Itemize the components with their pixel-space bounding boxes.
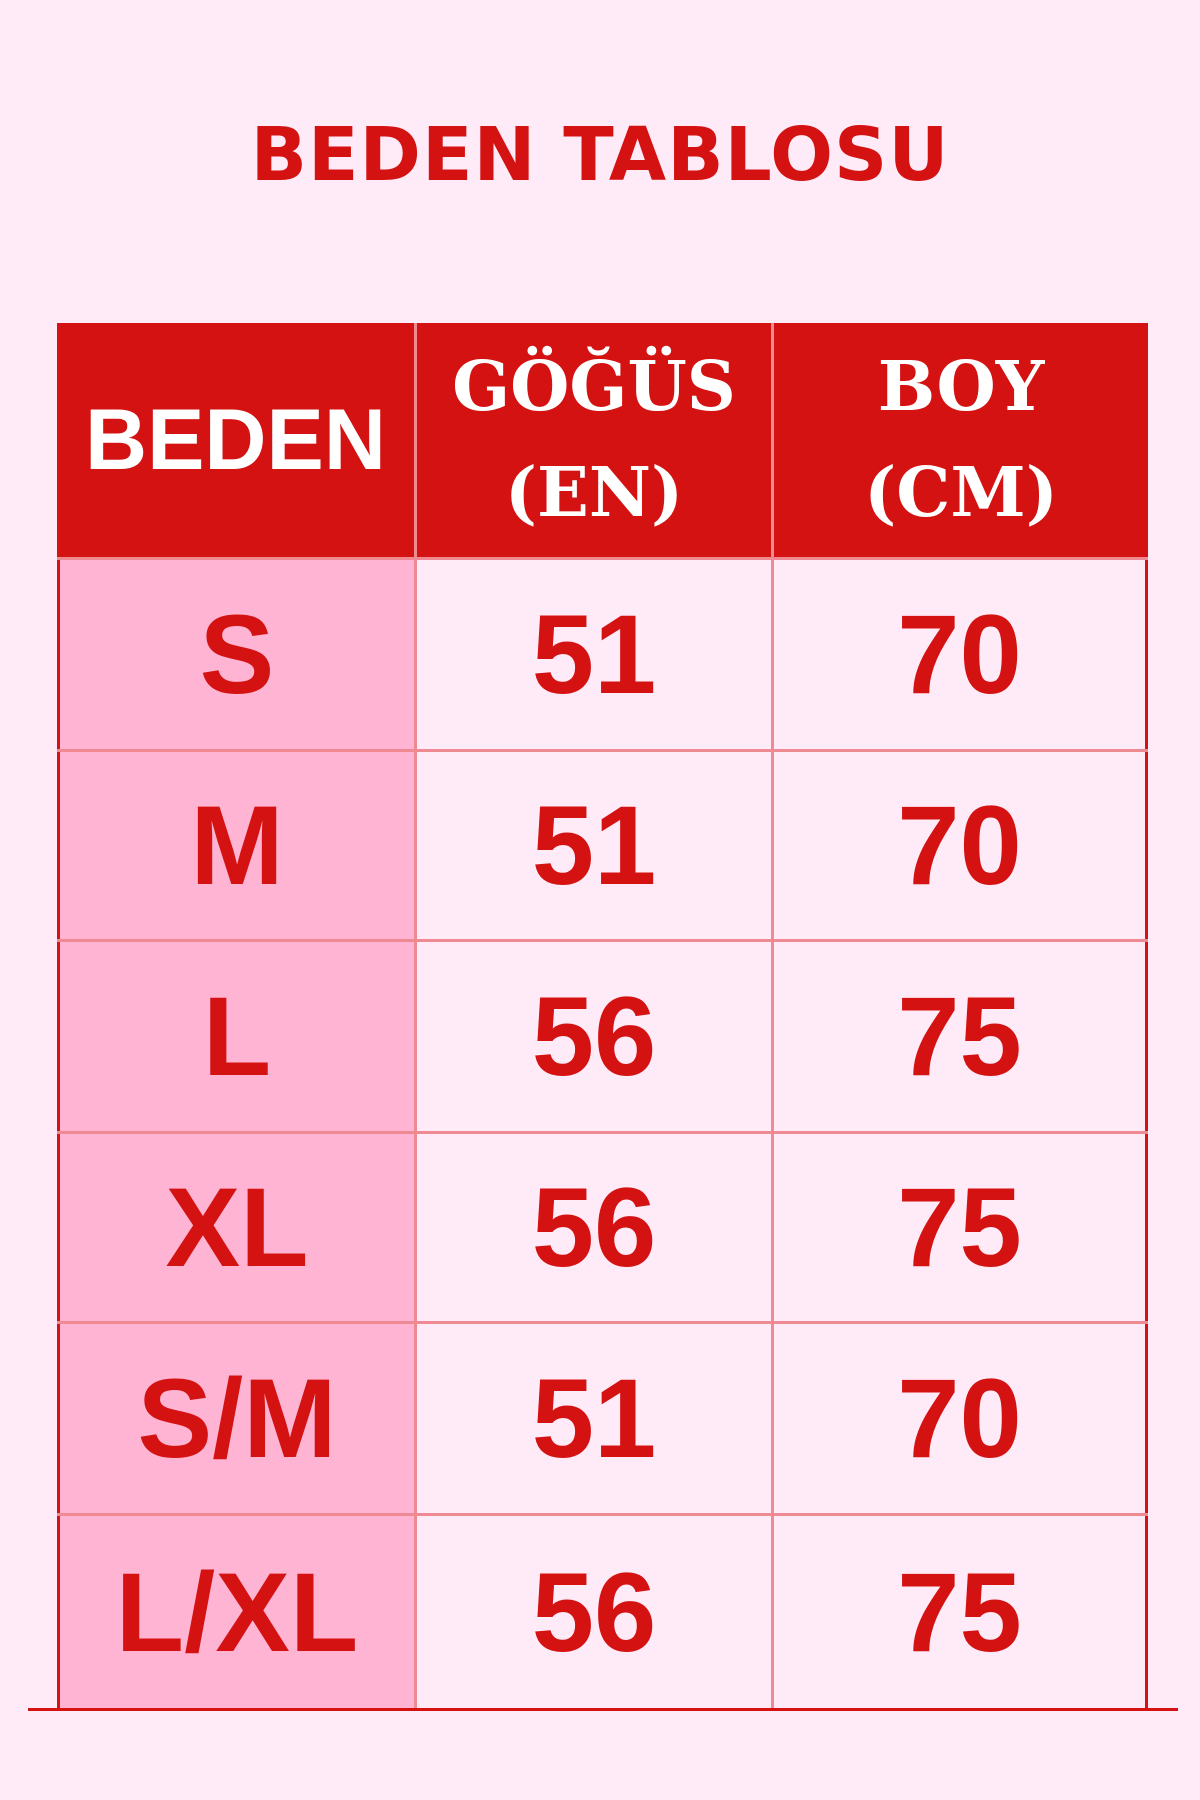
length-cell: 75 xyxy=(771,1516,1148,1708)
page-title: BEDEN TABLOSU xyxy=(250,112,950,198)
size-cell: XL xyxy=(57,1134,414,1321)
table-row: M 51 70 xyxy=(57,749,1148,939)
table-row: S 51 70 xyxy=(57,557,1148,749)
size-cell: S/M xyxy=(57,1324,414,1513)
header-chest-line2: (EN) xyxy=(504,453,684,533)
length-cell: 75 xyxy=(771,1134,1148,1321)
table-header: BEDEN GÖĞÜS (EN) BOY (CM) xyxy=(57,323,1148,557)
size-table: BEDEN GÖĞÜS (EN) BOY (CM) S 51 70 M 51 70 L 56 75 X… xyxy=(57,323,1148,1708)
length-cell: 70 xyxy=(771,1324,1148,1513)
header-length-line2: (CM) xyxy=(864,453,1058,533)
chest-cell: 51 xyxy=(414,1324,771,1513)
chest-cell: 56 xyxy=(414,942,771,1131)
length-cell: 75 xyxy=(771,942,1148,1131)
table-row: L/XL 56 75 xyxy=(57,1513,1148,1708)
header-chest: GÖĞÜS (EN) xyxy=(414,323,771,557)
header-length-line1: BOY xyxy=(877,347,1045,427)
length-cell: 70 xyxy=(771,560,1148,749)
chest-cell: 51 xyxy=(414,752,771,939)
chest-cell: 56 xyxy=(414,1134,771,1321)
table-row: S/M 51 70 xyxy=(57,1321,1148,1513)
bottom-divider xyxy=(28,1708,1178,1711)
size-cell: S xyxy=(57,560,414,749)
table-row: L 56 75 xyxy=(57,939,1148,1131)
header-size: BEDEN xyxy=(84,391,387,488)
table-row: XL 56 75 xyxy=(57,1131,1148,1321)
length-cell: 70 xyxy=(771,752,1148,939)
size-cell: M xyxy=(57,752,414,939)
size-cell: L/XL xyxy=(57,1516,414,1708)
size-cell: L xyxy=(57,942,414,1131)
header-length: BOY (CM) xyxy=(771,323,1148,557)
header-chest-line1: GÖĞÜS xyxy=(452,347,736,427)
chest-cell: 56 xyxy=(414,1516,771,1708)
chest-cell: 51 xyxy=(414,560,771,749)
